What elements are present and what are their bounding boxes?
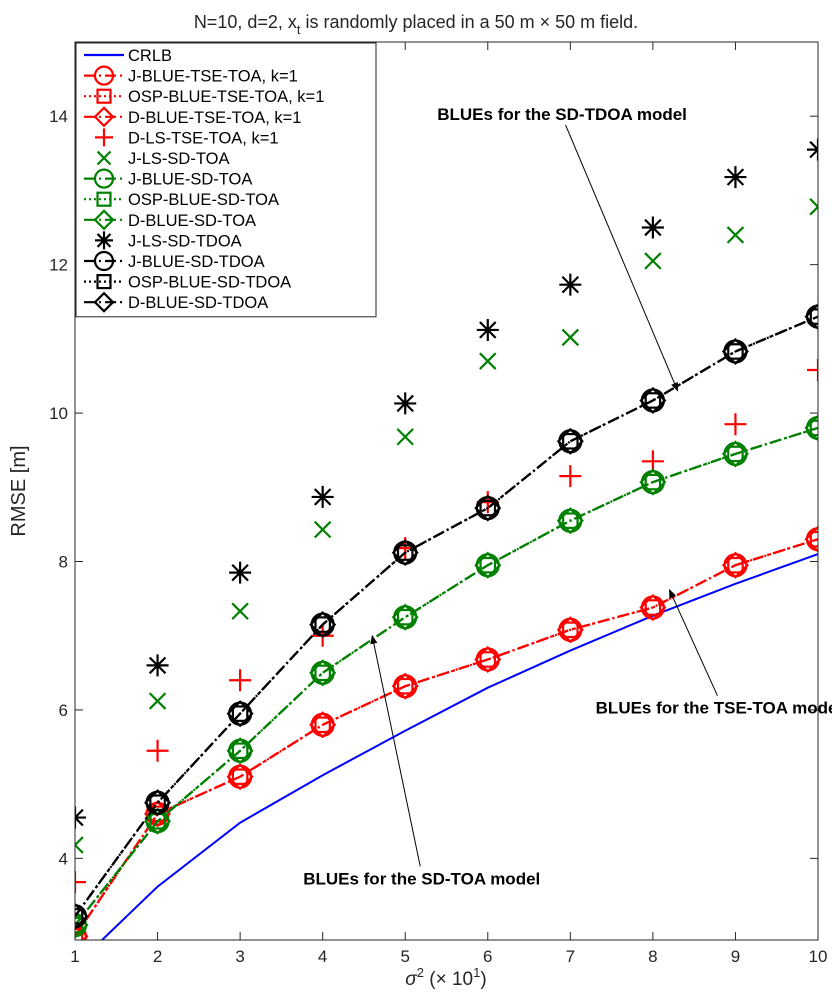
y-axis-label: RMSE [m] — [8, 445, 30, 536]
x-tick-label: 8 — [648, 947, 657, 966]
x-tick-label: 1 — [70, 947, 79, 966]
legend-entry-j-blue-sd-tdoa: J-BLUE-SD-TDOA — [84, 252, 265, 271]
data-point-j-ls-sd-tdoa — [642, 217, 664, 239]
annotation-label: BLUEs for the SD-TDOA model — [437, 105, 687, 124]
data-point-j-ls-sd-tdoa — [394, 392, 416, 414]
x-tick-label: 7 — [566, 947, 575, 966]
legend-label-j-blue-sd-tdoa: J-BLUE-SD-TDOA — [128, 253, 265, 271]
x-tick-label: 4 — [318, 947, 327, 966]
y-tick-label: 10 — [49, 404, 68, 423]
legend-marker-j-ls-sd-tdoa — [95, 231, 113, 249]
data-point-j-ls-sd-tdoa — [229, 562, 251, 584]
legend-label-d-ls-tse-toa-k-1: D-LS-TSE-TOA, k=1 — [128, 129, 279, 147]
legend-label-j-blue-sd-toa: J-BLUE-SD-TOA — [128, 171, 252, 189]
legend: CRLB J-BLUE-TSE-TOA, k=1 OSP-BLUE-TSE-TOA,… — [76, 43, 376, 317]
x-tick-label: 6 — [483, 947, 492, 966]
y-tick-label: 8 — [59, 553, 68, 572]
data-point-j-ls-sd-tdoa — [724, 166, 746, 188]
legend-label-j-ls-sd-toa: J-LS-SD-TOA — [128, 150, 229, 168]
legend-label-d-blue-sd-toa: D-BLUE-SD-TOA — [128, 212, 256, 230]
legend-label-crlb: CRLB — [128, 47, 172, 65]
legend-label-j-blue-tse-toa-k-1: J-BLUE-TSE-TOA, k=1 — [128, 68, 298, 86]
y-tick-label: 14 — [49, 107, 68, 126]
legend-label-j-ls-sd-tdoa: J-LS-SD-TDOA — [128, 232, 242, 250]
legend-label-d-blue-sd-tdoa: D-BLUE-SD-TDOA — [128, 294, 268, 312]
y-tick-label: 6 — [59, 701, 68, 720]
data-point-j-ls-sd-tdoa — [147, 654, 169, 676]
data-point-j-ls-sd-tdoa — [477, 319, 499, 341]
data-point-j-ls-sd-tdoa — [559, 274, 581, 296]
annotation-label: BLUEs for the SD-TOA model — [303, 869, 540, 888]
annotation-label: BLUEs for the TSE-TOA model — [596, 699, 832, 718]
x-tick-label: 10 — [809, 947, 828, 966]
x-tick-label: 5 — [400, 947, 409, 966]
x-tick-label: 2 — [153, 947, 162, 966]
x-tick-label: 3 — [235, 947, 244, 966]
data-point-j-ls-sd-tdoa — [312, 486, 334, 508]
legend-label-osp-blue-tse-toa-k-1: OSP-BLUE-TSE-TOA, k=1 — [128, 88, 324, 106]
legend-label-osp-blue-sd-tdoa: OSP-BLUE-SD-TDOA — [128, 274, 291, 292]
legend-label-osp-blue-sd-toa: OSP-BLUE-SD-TOA — [128, 191, 279, 209]
legend-label-d-blue-tse-toa-k-1: D-BLUE-TSE-TOA, k=1 — [128, 109, 301, 127]
y-tick-label: 12 — [49, 256, 68, 275]
y-tick-label: 4 — [59, 849, 68, 868]
x-tick-label: 9 — [731, 947, 740, 966]
legend-entry-j-blue-sd-toa: J-BLUE-SD-TOA — [84, 170, 252, 189]
